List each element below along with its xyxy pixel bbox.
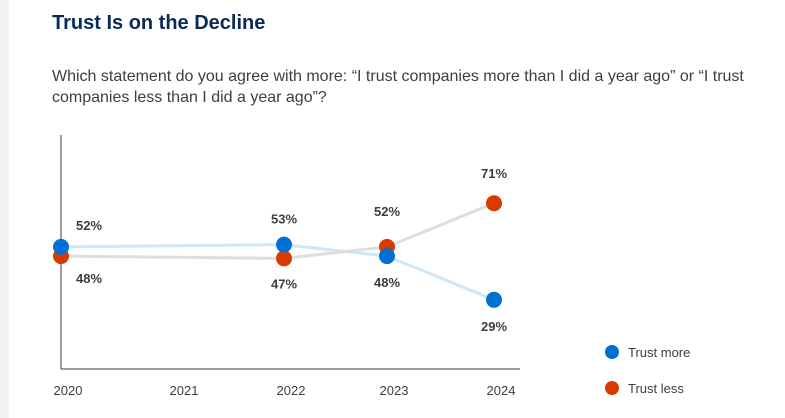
- series-lines: [59, 201, 496, 302]
- data-point-trust-less-2024: [486, 195, 502, 212]
- x-tick-label-2021: 2021: [170, 383, 199, 398]
- x-tick-labels: 2020 2021 2022 2023 2024: [54, 383, 516, 398]
- data-label-trust-less-2020: 48%: [76, 271, 102, 286]
- legend-marker-trust-more: [605, 345, 619, 359]
- legend-label-trust-more: Trust more: [628, 345, 690, 360]
- data-point-trust-more-2023: [379, 248, 395, 265]
- data-point-trust-more-2020: [53, 238, 69, 255]
- data-point-trust-less-2022: [276, 250, 292, 267]
- series-points: [53, 195, 502, 308]
- data-label-trust-less-2024: 71%: [481, 166, 507, 181]
- x-tick-label-2024: 2024: [487, 383, 516, 398]
- left-edge-strip: [0, 0, 9, 418]
- data-label-trust-more-2022: 53%: [271, 212, 297, 227]
- data-labels: 52% 53% 48% 29% 48% 47% 52% 71%: [76, 166, 507, 334]
- chart-subtitle: Which statement do you agree with more: …: [52, 68, 744, 106]
- data-point-trust-more-2022: [276, 236, 292, 253]
- legend-label-trust-less: Trust less: [628, 381, 684, 396]
- x-tick-label-2020: 2020: [54, 383, 83, 398]
- data-label-trust-more-2024: 29%: [481, 319, 507, 334]
- series-line-trust-more: [59, 243, 496, 302]
- data-label-trust-less-2023: 52%: [374, 204, 400, 219]
- series-line-trust-less: [59, 201, 496, 260]
- data-label-trust-more-2020: 52%: [76, 218, 102, 233]
- x-tick-label-2022: 2022: [277, 383, 306, 398]
- legend: Trust more Trust less: [605, 345, 690, 396]
- x-tick-label-2023: 2023: [380, 383, 409, 398]
- data-label-trust-less-2022: 47%: [271, 276, 297, 291]
- chart-title: Trust Is on the Decline: [52, 12, 266, 34]
- legend-marker-trust-less: [605, 381, 619, 395]
- data-label-trust-more-2023: 48%: [374, 275, 400, 290]
- data-point-trust-more-2024: [486, 291, 502, 308]
